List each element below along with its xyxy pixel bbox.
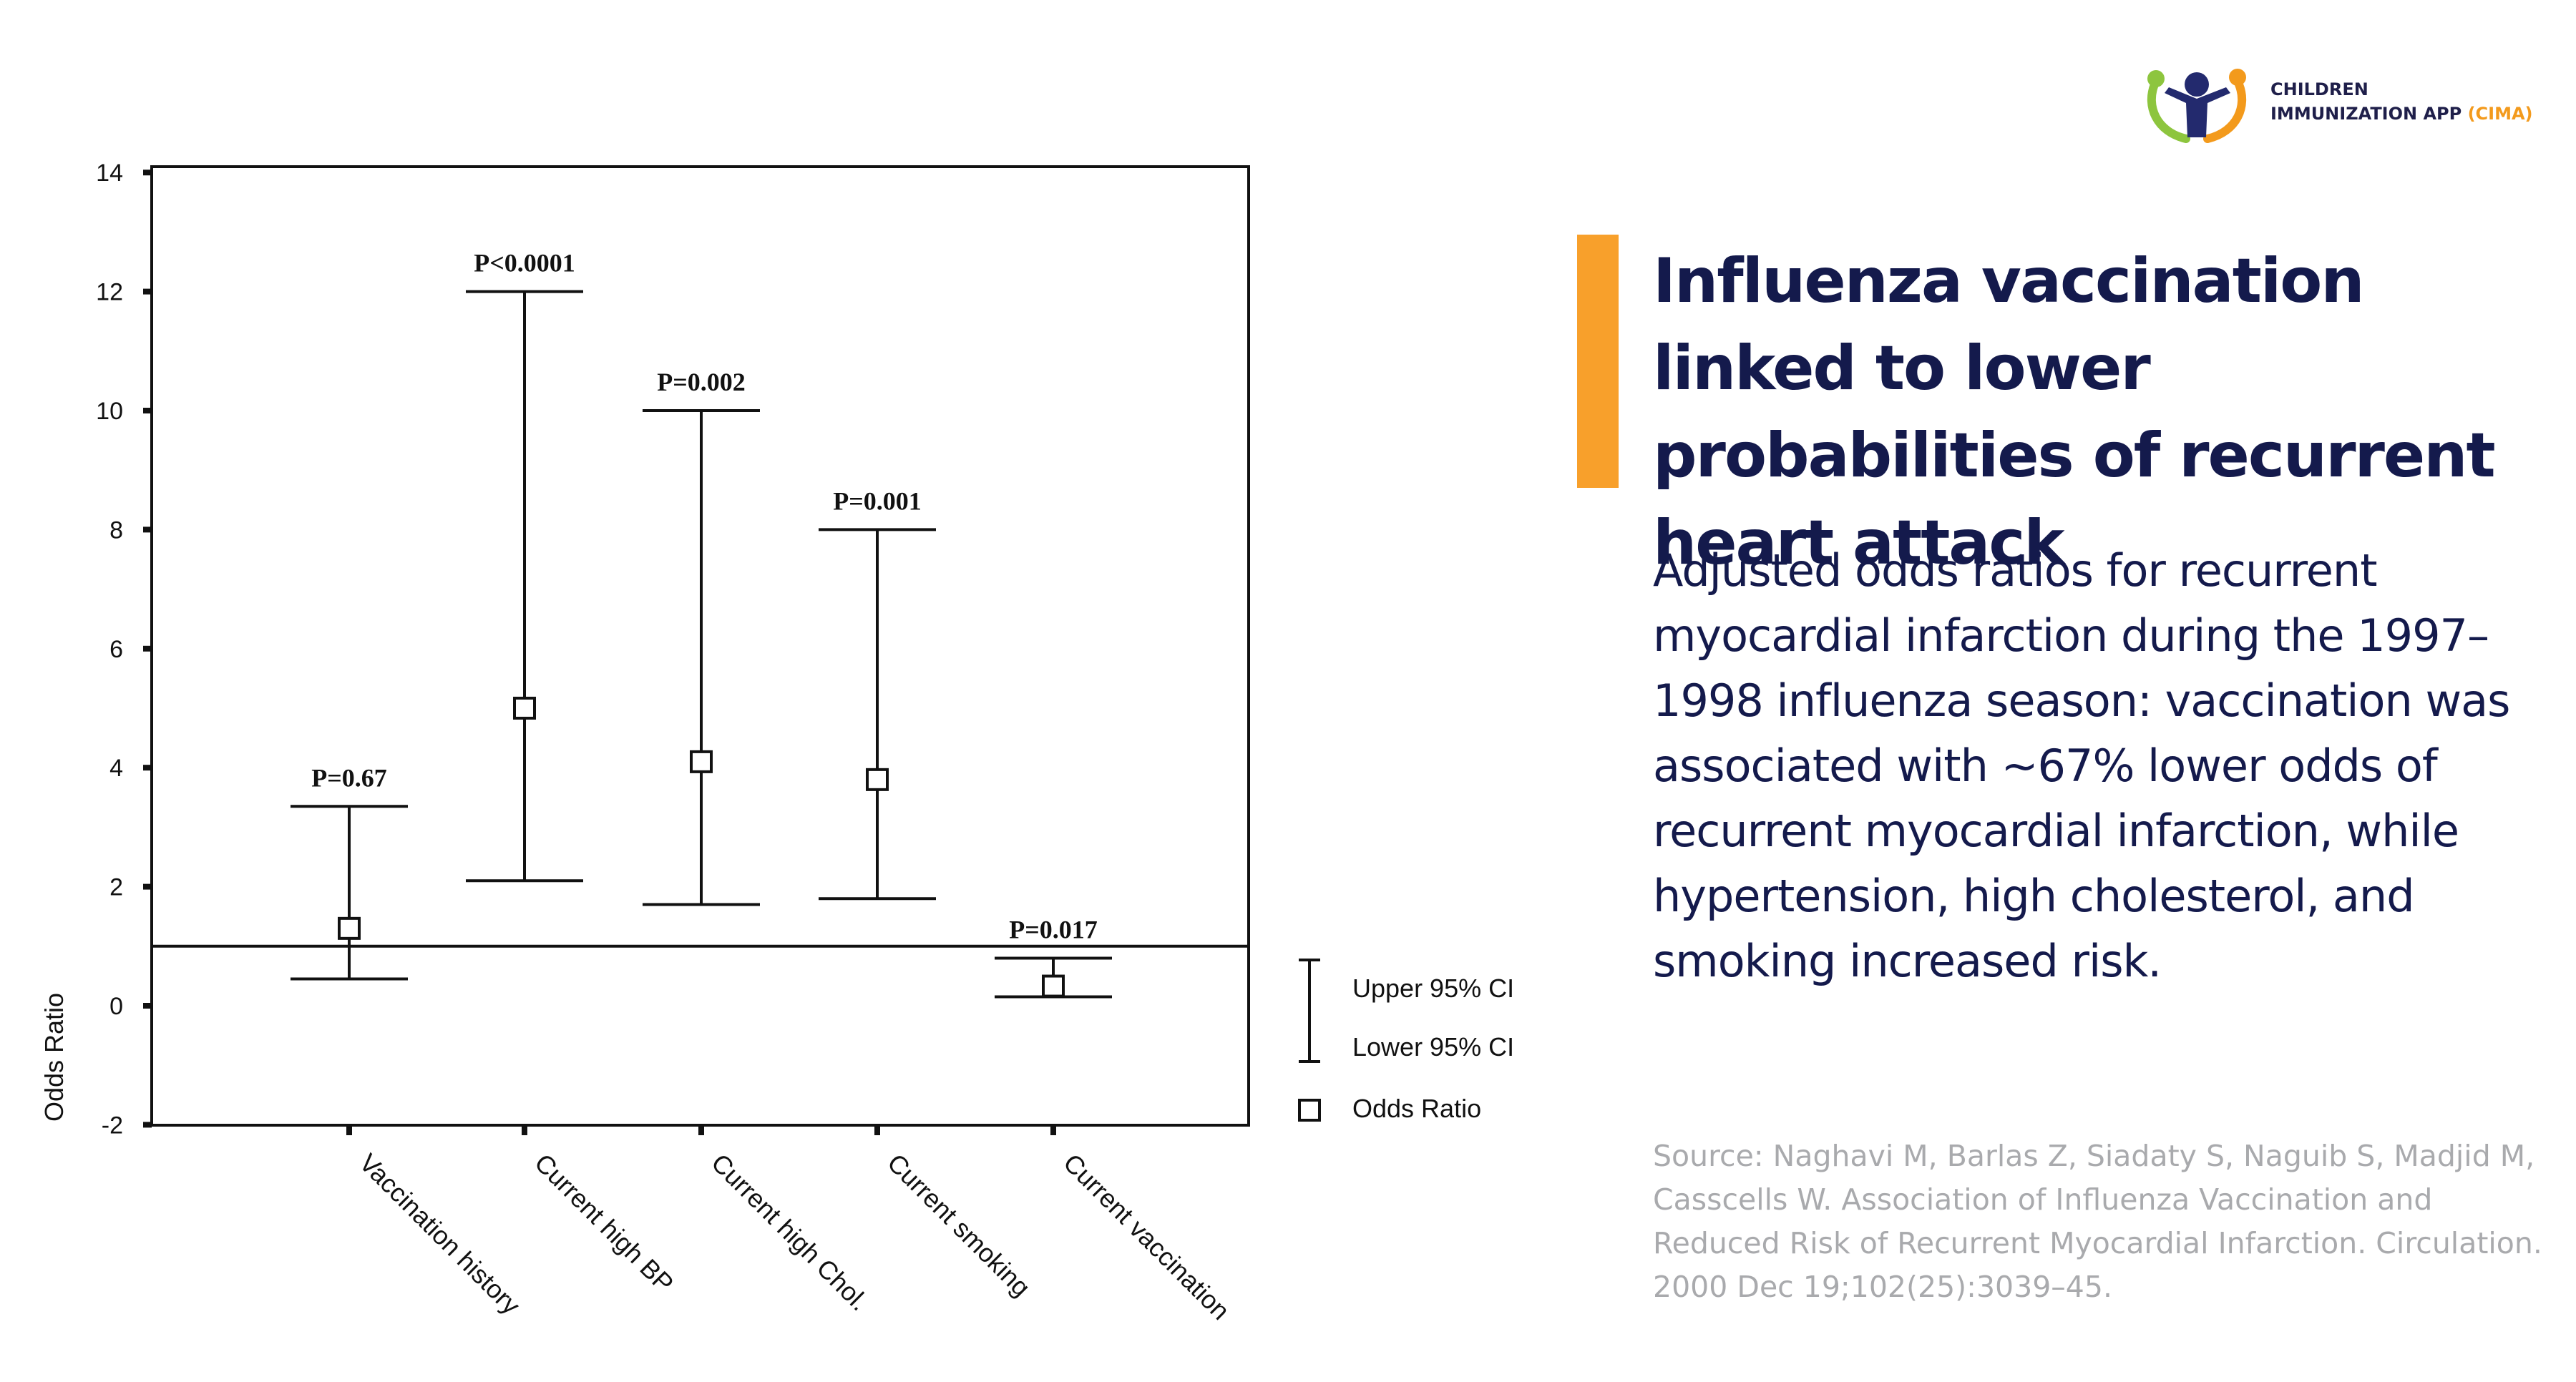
y-tick-label: 12 [96, 279, 123, 306]
y-tick-label: 2 [109, 874, 123, 901]
x-category-label: Current vaccination [1058, 1148, 1235, 1325]
x-category-label: Vaccination history [353, 1148, 526, 1320]
x-category-label: Current smoking [882, 1148, 1036, 1303]
brand-name-accent: (CIMA) [2467, 104, 2533, 124]
y-tick-label: 4 [109, 755, 123, 782]
odds-ratio-marker [690, 750, 713, 773]
odds-ratio-marker [338, 916, 361, 940]
y-tick-label: 8 [109, 516, 123, 544]
brand-name-main: IMMUNIZATION APP [2270, 104, 2462, 124]
legend-upper-label: Upper 95% CI [1352, 974, 1514, 1003]
brand-name-line1: CHILDREN [2270, 79, 2368, 99]
odds-ratio-marker [513, 697, 536, 720]
children-immunization-logo-icon [2147, 69, 2246, 143]
y-axis-title: Odds Ratio [39, 993, 69, 1122]
brand: CHILDREN IMMUNIZATION APP (CIMA) [2143, 63, 2544, 149]
p-value-label: P=0.017 [1009, 915, 1098, 944]
x-category-label: Current high Chol. [706, 1148, 874, 1317]
legend-odds-marker [1298, 1099, 1321, 1122]
legend-lower-label: Lower 95% CI [1352, 1032, 1514, 1062]
y-tick-label: 0 [109, 993, 123, 1020]
y-tick-label: 10 [96, 398, 123, 425]
odds-ratio-chart: 14 12 10 8 6 4 2 0 -2 Odds Ratio P=0.67 Vaccination… [39, 160, 1514, 1325]
x-category-label: Current high BP [529, 1148, 679, 1298]
source-citation: Source: Naghavi M, Barlas Z, Siadaty S, … [1653, 1139, 2542, 1304]
y-tick-label: 14 [96, 160, 123, 187]
p-value-label: P=0.002 [657, 368, 746, 396]
y-tick-label: 6 [109, 636, 123, 663]
odds-ratio-marker [866, 768, 889, 791]
p-value-label: P=0.001 [833, 486, 922, 515]
brand-name-line2: IMMUNIZATION APP (CIMA) [2270, 102, 2533, 126]
description: Adjusted odds ratios for recurrent myoca… [1653, 544, 2510, 987]
odds-ratio-marker [1042, 974, 1065, 998]
p-value-label: P=0.67 [311, 763, 387, 792]
legend-odds-label: Odds Ratio [1352, 1094, 1481, 1123]
headline: Influenza vaccination linked to lower pr… [1653, 245, 2496, 579]
p-value-label: P<0.0001 [474, 249, 575, 278]
y-tick-label: -2 [102, 1112, 123, 1139]
brand-name: CHILDREN IMMUNIZATION APP (CIMA) [2270, 77, 2533, 126]
headline-accent-bar [1577, 235, 1619, 488]
